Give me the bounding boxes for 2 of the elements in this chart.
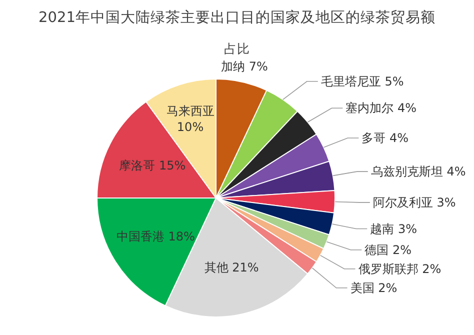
subtitle: 占比 — [224, 41, 250, 56]
title: 2021年中国大陆绿茶主要出口目的国家及地区的绿茶贸易额 — [38, 10, 436, 26]
